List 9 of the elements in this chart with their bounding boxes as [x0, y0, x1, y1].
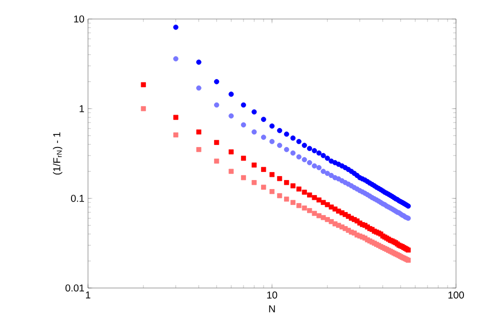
x-tick-label: 10: [267, 292, 278, 299]
y-axis-title: (1/F$_{rN}$) - 1: [52, 132, 62, 175]
x-tick-label: 100: [448, 292, 464, 299]
y-tick-label: 0.1: [71, 194, 84, 202]
x-axis-title: N: [269, 305, 275, 312]
y-tick-label: 10: [74, 15, 84, 23]
y-tick-label: 1: [80, 105, 84, 112]
x-tick-label: 1: [86, 292, 90, 298]
y-tick-label: 0.01: [65, 284, 84, 292]
